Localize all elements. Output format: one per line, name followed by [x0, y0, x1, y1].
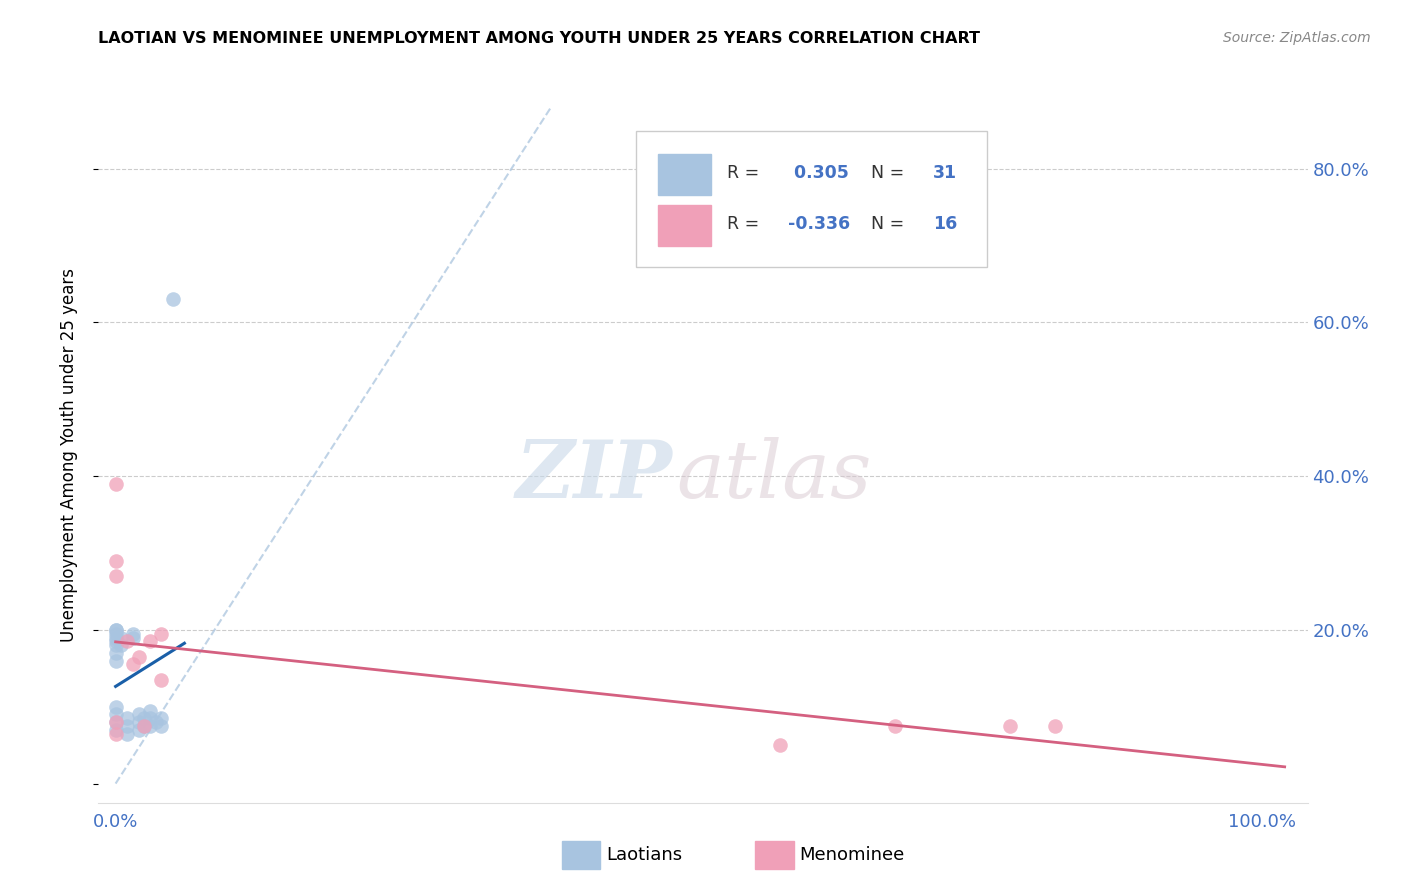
Point [145, 715, 167, 730]
Text: 16: 16 [932, 215, 957, 233]
Point [110, 638, 132, 652]
Point [104, 554, 127, 568]
Point [104, 623, 127, 637]
Point [162, 292, 184, 306]
Text: Laotians: Laotians [606, 846, 682, 864]
Point [150, 711, 173, 725]
Point [104, 646, 127, 660]
Point [134, 711, 156, 725]
Point [128, 707, 150, 722]
FancyBboxPatch shape [561, 841, 600, 869]
Text: -0.336: -0.336 [787, 215, 849, 233]
Point [134, 719, 156, 733]
Point [104, 476, 127, 491]
Text: 31: 31 [932, 164, 957, 182]
Point [115, 719, 138, 733]
Point [115, 634, 138, 648]
Point [884, 719, 907, 733]
Point [104, 626, 127, 640]
Point [150, 673, 173, 687]
Point [121, 657, 143, 672]
Point [104, 699, 127, 714]
Point [104, 707, 127, 722]
Point [998, 719, 1021, 733]
FancyBboxPatch shape [658, 154, 711, 195]
Text: N =: N = [860, 215, 910, 233]
Point [104, 623, 127, 637]
FancyBboxPatch shape [658, 205, 711, 246]
Point [104, 726, 127, 740]
Point [104, 715, 127, 730]
Text: N =: N = [860, 164, 910, 182]
Point [150, 719, 173, 733]
Point [104, 723, 127, 737]
Point [121, 631, 143, 645]
Text: ZIP: ZIP [516, 437, 673, 515]
Text: atlas: atlas [676, 437, 872, 515]
Point [104, 569, 127, 583]
Point [139, 711, 162, 725]
Point [115, 726, 138, 740]
Text: Source: ZipAtlas.com: Source: ZipAtlas.com [1223, 31, 1371, 45]
Point [104, 638, 127, 652]
Point [104, 631, 127, 645]
Point [128, 723, 150, 737]
Point [104, 715, 127, 730]
Point [1045, 719, 1067, 733]
Point [150, 626, 173, 640]
FancyBboxPatch shape [637, 131, 987, 267]
Text: R =: R = [727, 164, 765, 182]
Point [104, 634, 127, 648]
Point [110, 631, 132, 645]
Point [115, 711, 138, 725]
Point [104, 654, 127, 668]
FancyBboxPatch shape [755, 841, 794, 869]
Point [139, 704, 162, 718]
Point [134, 719, 156, 733]
Point [769, 738, 792, 752]
Point [128, 715, 150, 730]
Point [121, 626, 143, 640]
Point [128, 649, 150, 664]
Text: Menominee: Menominee [800, 846, 905, 864]
Text: LAOTIAN VS MENOMINEE UNEMPLOYMENT AMONG YOUTH UNDER 25 YEARS CORRELATION CHART: LAOTIAN VS MENOMINEE UNEMPLOYMENT AMONG … [98, 31, 980, 46]
Point [139, 719, 162, 733]
Point [139, 634, 162, 648]
Y-axis label: Unemployment Among Youth under 25 years: Unemployment Among Youth under 25 years [59, 268, 77, 642]
Text: R =: R = [727, 215, 765, 233]
Text: 0.305: 0.305 [787, 164, 848, 182]
